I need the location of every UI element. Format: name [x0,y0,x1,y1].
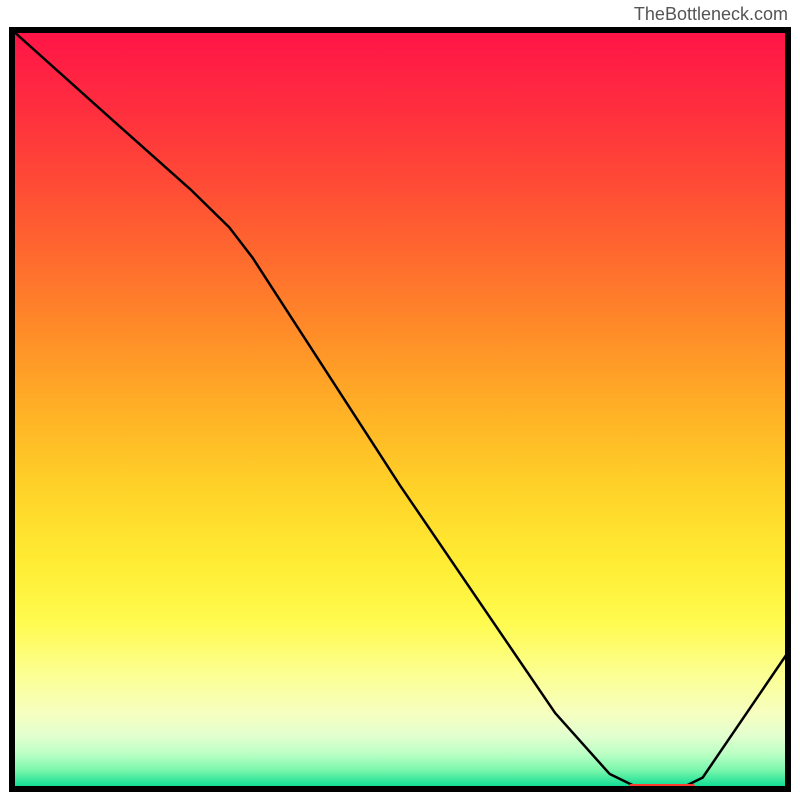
gradient-background [12,30,788,789]
chart-svg [0,0,800,800]
watermark-text: TheBottleneck.com [634,4,788,25]
bottleneck-chart [0,0,800,800]
